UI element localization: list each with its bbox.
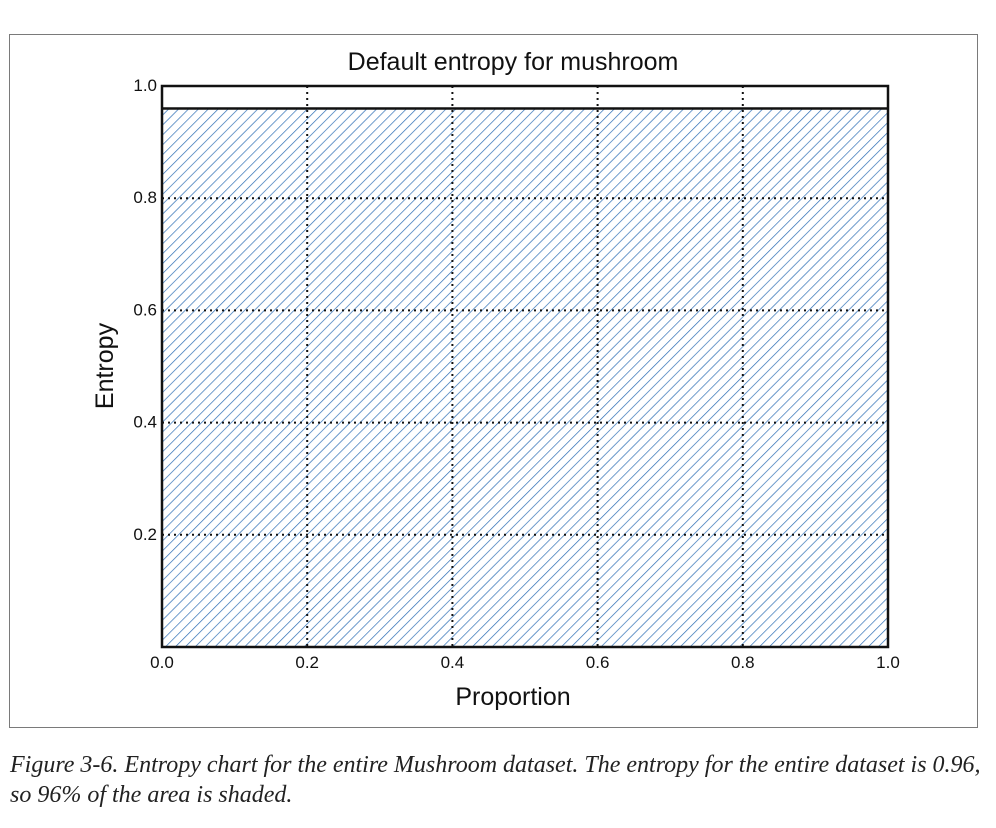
entropy-area: [162, 108, 888, 647]
x-tick-label: 0.8: [731, 653, 755, 672]
x-tick-label: 0.6: [586, 653, 610, 672]
plot-border: [160, 84, 890, 649]
y-tick-label: 0.8: [133, 188, 157, 207]
x-tick-label: 1.0: [876, 653, 900, 672]
chart-title: Default entropy for mushroom: [348, 48, 679, 76]
y-tick-label: 0.4: [133, 413, 157, 432]
x-axis-label: Proportion: [455, 683, 570, 711]
x-tick-label: 0.4: [441, 653, 465, 672]
y-tick-label: 0.2: [133, 525, 157, 544]
entropy-chart: Default entropy for mushroom 0.0 0.2 0.4 0.…: [91, 48, 900, 711]
y-tick-label: 1.0: [133, 76, 157, 95]
x-tick-label: 0.0: [150, 653, 174, 672]
figure-caption: Figure 3-6. Entropy chart for the entire…: [10, 752, 981, 808]
y-axis-label: Entropy: [91, 322, 119, 409]
plot-area: 0.0 0.2 0.4 0.6 0.8 1.0 0.2 0.4 0.6 0.8 1.0: [133, 76, 899, 672]
y-tick-label: 0.6: [133, 300, 157, 319]
x-tick-label: 0.2: [295, 653, 319, 672]
